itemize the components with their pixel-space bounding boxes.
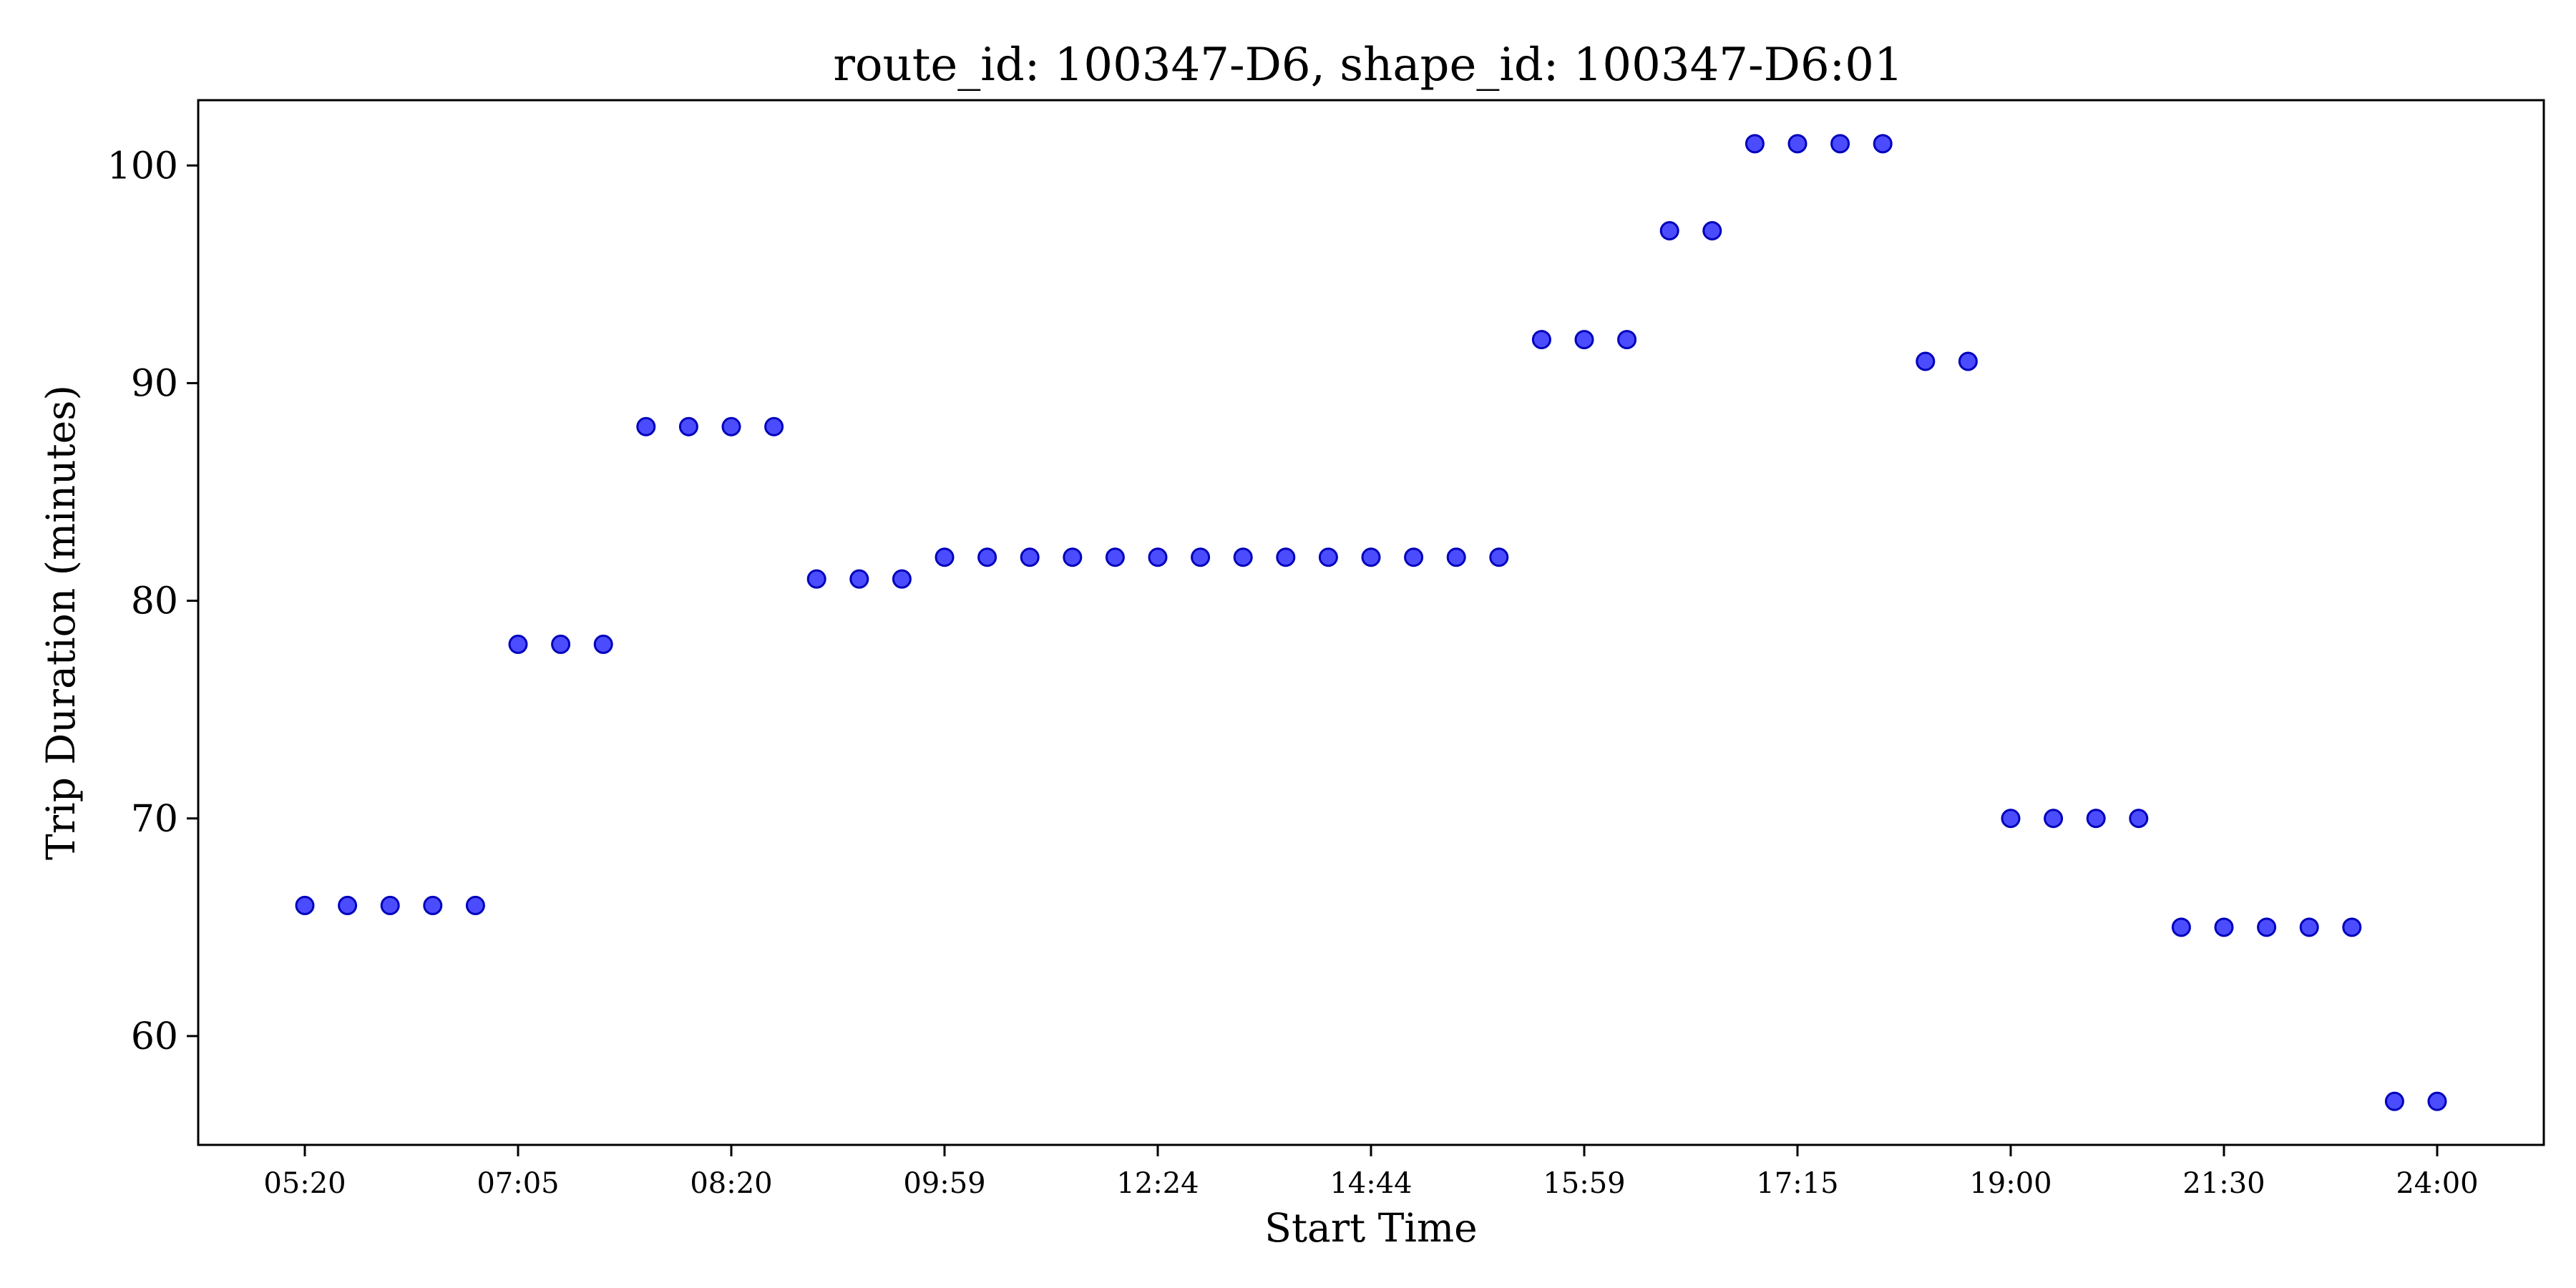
data-point bbox=[2001, 809, 2021, 829]
data-point bbox=[1361, 547, 1381, 567]
data-point bbox=[935, 547, 955, 567]
x-tick-label: 12:24 bbox=[1116, 1167, 1199, 1200]
data-point bbox=[423, 895, 443, 915]
data-point bbox=[806, 569, 826, 589]
data-point bbox=[2257, 917, 2277, 937]
data-point bbox=[1617, 330, 1637, 350]
data-point bbox=[1020, 547, 1040, 567]
data-point bbox=[380, 895, 400, 915]
data-point bbox=[2299, 917, 2319, 937]
y-tick-label: 80 bbox=[131, 580, 178, 623]
data-point bbox=[1745, 134, 1765, 154]
chart-title: route_id: 100347-D6, shape_id: 100347-D6… bbox=[833, 39, 1903, 92]
data-point bbox=[1787, 134, 1807, 154]
y-tick-label: 60 bbox=[131, 1015, 178, 1058]
x-tick-label: 15:59 bbox=[1543, 1167, 1625, 1200]
plot-frame bbox=[197, 99, 2545, 1146]
y-axis-label: Trip Duration (minutes) bbox=[38, 385, 84, 860]
data-point bbox=[2384, 1091, 2404, 1111]
y-axis: 60 70 80 90 100 bbox=[107, 145, 198, 1058]
data-point bbox=[2171, 917, 2191, 937]
data-point bbox=[678, 416, 698, 436]
data-point bbox=[508, 634, 528, 654]
data-point bbox=[1063, 547, 1083, 567]
x-tick-label: 05:20 bbox=[263, 1167, 346, 1200]
data-point bbox=[551, 634, 571, 654]
data-point bbox=[1233, 547, 1253, 567]
x-tick-label: 17:15 bbox=[1756, 1167, 1838, 1200]
data-point bbox=[1958, 351, 1978, 371]
data-point bbox=[1830, 134, 1850, 154]
data-point bbox=[2214, 917, 2234, 937]
data-point bbox=[2086, 809, 2106, 829]
data-point bbox=[1191, 547, 1211, 567]
data-point bbox=[977, 547, 997, 567]
x-axis: 05:20 07:05 08:20 09:59 12:24 14:44 15:59 17:15… bbox=[263, 1145, 2479, 1200]
y-tick-label: 100 bbox=[107, 145, 178, 187]
x-tick-label: 14:44 bbox=[1330, 1167, 1412, 1200]
x-tick-label: 07:05 bbox=[477, 1167, 559, 1200]
data-point bbox=[764, 416, 784, 436]
data-point bbox=[1446, 547, 1466, 567]
y-tick-label: 70 bbox=[131, 798, 178, 841]
data-point bbox=[2129, 809, 2149, 829]
data-point bbox=[1531, 330, 1551, 350]
data-point bbox=[1404, 547, 1424, 567]
x-tick-label: 19:00 bbox=[1969, 1167, 2051, 1200]
data-point bbox=[2342, 917, 2362, 937]
data-point bbox=[1574, 330, 1594, 350]
data-point bbox=[1318, 547, 1338, 567]
data-point bbox=[338, 895, 358, 915]
x-axis-label: Start Time bbox=[1264, 1205, 1477, 1251]
data-point bbox=[1659, 221, 1679, 240]
x-tick-label: 24:00 bbox=[2396, 1167, 2478, 1200]
x-tick-label: 21:30 bbox=[2182, 1167, 2265, 1200]
data-point bbox=[1276, 547, 1296, 567]
data-point bbox=[721, 416, 741, 436]
data-point bbox=[1702, 221, 1722, 240]
data-point bbox=[2427, 1091, 2447, 1111]
data-point bbox=[1916, 351, 1936, 371]
data-points bbox=[295, 134, 2447, 1111]
x-tick-label: 08:20 bbox=[690, 1167, 772, 1200]
data-point bbox=[295, 895, 315, 915]
data-point bbox=[892, 569, 912, 589]
y-tick-label: 90 bbox=[131, 362, 178, 405]
data-point bbox=[849, 569, 869, 589]
data-point bbox=[465, 895, 485, 915]
data-point bbox=[593, 634, 613, 654]
data-point bbox=[636, 416, 656, 436]
data-point bbox=[1489, 547, 1509, 567]
data-point bbox=[1148, 547, 1168, 567]
x-tick-label: 09:59 bbox=[903, 1167, 985, 1200]
data-point bbox=[1105, 547, 1125, 567]
data-point bbox=[2044, 809, 2064, 829]
data-point bbox=[1873, 134, 1893, 154]
